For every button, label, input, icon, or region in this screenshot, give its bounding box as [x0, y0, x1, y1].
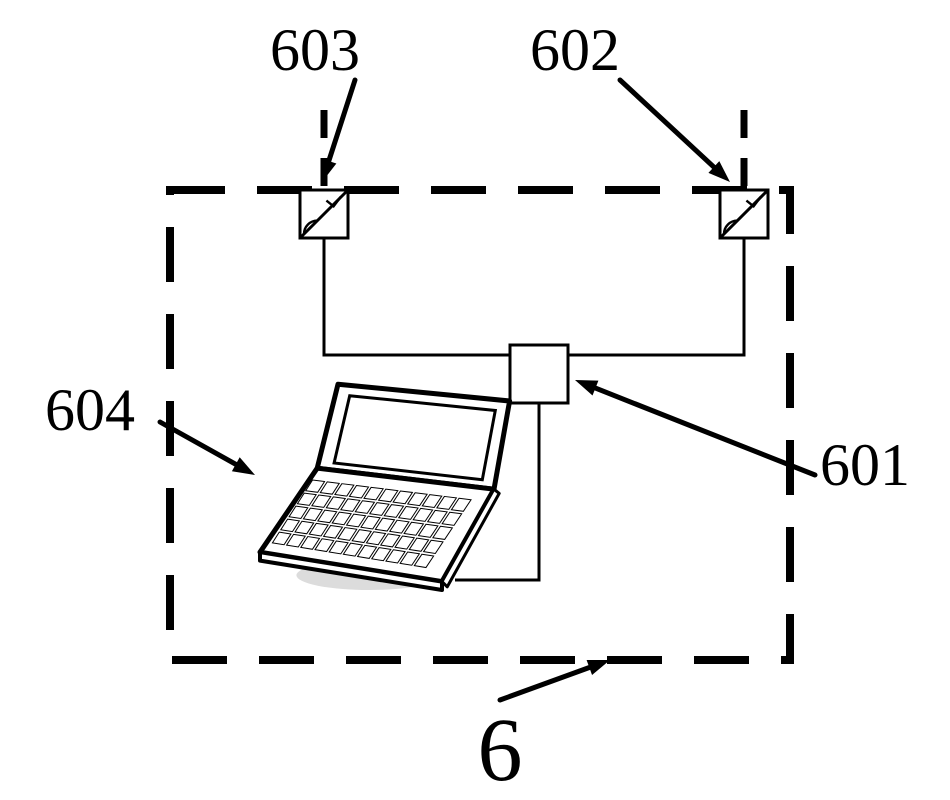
junction-box: [510, 345, 568, 403]
label-604: 604: [45, 377, 135, 443]
label-601: 601: [820, 432, 910, 498]
wire: [324, 238, 510, 355]
wire: [568, 238, 744, 355]
label-602: 602: [530, 17, 620, 83]
sensor-right-icon: [720, 190, 768, 238]
label-main: 6: [478, 701, 523, 800]
laptop-icon: [260, 384, 510, 590]
sensor-left-icon: [300, 190, 348, 238]
label-603: 603: [270, 17, 360, 83]
